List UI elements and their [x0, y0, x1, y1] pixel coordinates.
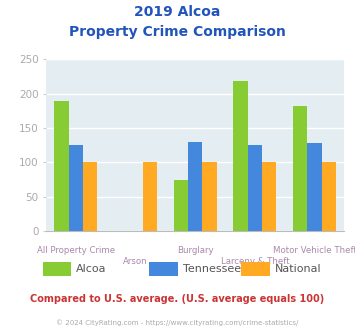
Text: Motor Vehicle Theft: Motor Vehicle Theft [273, 246, 355, 255]
Text: Tennessee: Tennessee [183, 264, 241, 274]
Bar [174, 180, 188, 231]
Bar [143, 162, 157, 231]
Bar [307, 143, 322, 231]
Text: Arson: Arson [123, 257, 148, 266]
Text: Alcoa: Alcoa [76, 264, 107, 274]
Bar [188, 142, 202, 231]
Bar [262, 162, 276, 231]
Bar [202, 162, 217, 231]
Bar [293, 106, 307, 231]
Bar [83, 162, 97, 231]
Text: © 2024 CityRating.com - https://www.cityrating.com/crime-statistics/: © 2024 CityRating.com - https://www.city… [56, 319, 299, 326]
Bar [322, 162, 336, 231]
Text: National: National [275, 264, 322, 274]
Text: Property Crime Comparison: Property Crime Comparison [69, 25, 286, 39]
Bar [248, 145, 262, 231]
Text: 2019 Alcoa: 2019 Alcoa [134, 5, 221, 19]
Bar [234, 82, 248, 231]
Text: All Property Crime: All Property Crime [37, 246, 115, 255]
Bar [55, 101, 69, 231]
Text: Compared to U.S. average. (U.S. average equals 100): Compared to U.S. average. (U.S. average … [31, 294, 324, 304]
Bar [69, 145, 83, 231]
Text: Burglary: Burglary [177, 246, 214, 255]
Text: Larceny & Theft: Larceny & Theft [220, 257, 289, 266]
